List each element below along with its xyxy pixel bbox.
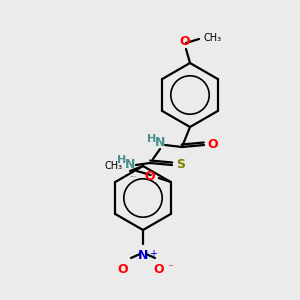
Text: N: N: [138, 249, 148, 262]
Text: O: O: [180, 35, 190, 48]
Text: N: N: [125, 158, 135, 170]
Text: CH₃: CH₃: [204, 33, 222, 43]
Text: methoxy: methoxy: [131, 176, 137, 177]
Text: CH₃: CH₃: [105, 161, 123, 171]
Text: O: O: [154, 263, 164, 276]
Text: O: O: [144, 169, 155, 182]
Text: H: H: [117, 155, 127, 165]
Text: H: H: [147, 134, 157, 144]
Text: O: O: [118, 263, 128, 276]
Text: S: S: [176, 158, 185, 172]
Text: ⁻: ⁻: [167, 263, 173, 273]
Text: O: O: [207, 137, 217, 151]
Text: +: +: [149, 249, 157, 259]
Text: N: N: [155, 136, 165, 148]
